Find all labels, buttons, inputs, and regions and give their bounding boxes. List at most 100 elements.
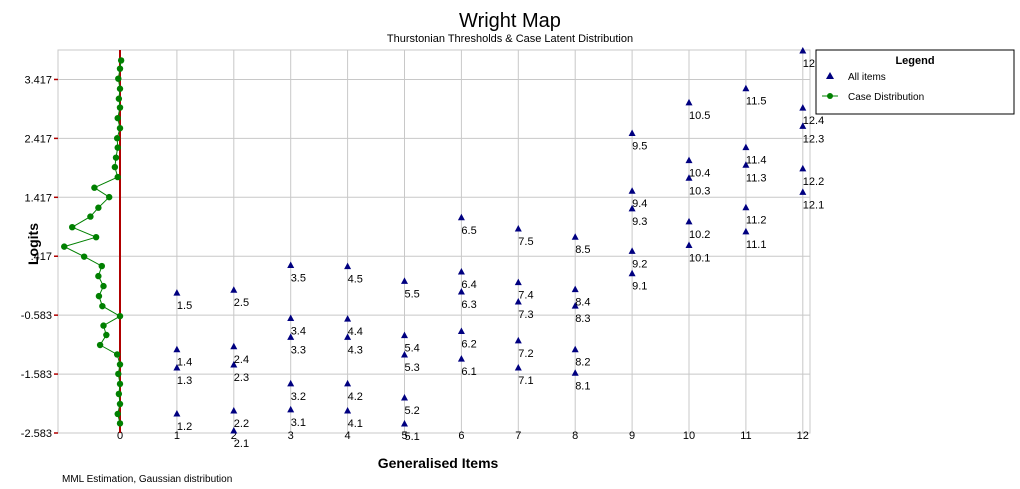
item-threshold-label: 3.1 (291, 417, 306, 429)
case-point (115, 370, 122, 378)
case-point (105, 193, 113, 201)
item-threshold-label: 7.1 (518, 375, 533, 387)
case-point (115, 75, 122, 82)
item-threshold-point (344, 333, 352, 340)
item-threshold-label: 9.3 (632, 216, 647, 228)
item-threshold-point (173, 289, 181, 296)
y-tick-label: -2.583 (21, 428, 52, 440)
x-tick-label: 6 (458, 430, 464, 442)
item-threshold-point (742, 143, 750, 151)
case-point (95, 204, 102, 211)
item-threshold-point (571, 345, 579, 353)
x-tick-label: 4 (345, 430, 351, 442)
item-threshold-label: 1.2 (177, 421, 192, 433)
item-threshold-label: 9.2 (632, 258, 647, 270)
case-point (112, 154, 120, 161)
case-point (61, 243, 68, 250)
case-point (103, 331, 110, 339)
item-threshold-point (628, 187, 636, 194)
case-point (114, 114, 121, 122)
case-point (114, 173, 121, 181)
item-threshold-label: 6.1 (461, 366, 476, 378)
x-tick-label: 5 (401, 430, 407, 442)
item-threshold-label: 4.1 (348, 418, 363, 430)
item-threshold-point (287, 261, 295, 268)
case-point (114, 410, 121, 418)
item-threshold-point (628, 204, 636, 212)
x-tick-label: 9 (629, 430, 635, 442)
item-threshold-label: 11.3 (746, 172, 767, 184)
item-threshold-point (514, 298, 522, 305)
item-threshold-label: 8.4 (575, 297, 590, 309)
item-threshold-label: 5.4 (405, 343, 420, 355)
case-point (116, 361, 124, 368)
item-threshold-point (571, 233, 579, 240)
item-threshold-point (173, 345, 181, 353)
y-tick-label: -1.583 (21, 369, 52, 381)
item-threshold-point (287, 405, 295, 413)
item-threshold-point (799, 122, 807, 129)
item-threshold-label: 12.1 (803, 199, 824, 211)
item-threshold-label: 3.4 (291, 326, 306, 338)
item-threshold-label: 10.5 (689, 110, 710, 122)
case-point (115, 95, 123, 102)
item-threshold-point (742, 203, 750, 211)
item-threshold-point (571, 369, 579, 376)
case-distribution-series (61, 57, 125, 427)
item-threshold-point (742, 227, 750, 235)
plot-area (57, 49, 811, 434)
item-threshold-label: 1.4 (177, 357, 192, 369)
item-threshold-label: 10.2 (689, 229, 710, 241)
case-point (116, 380, 124, 388)
item-threshold-point (457, 267, 465, 275)
case-point (113, 135, 121, 142)
x-tick-label: 8 (572, 430, 578, 442)
case-point (91, 184, 98, 191)
item-threshold-point (230, 427, 238, 434)
item-threshold-label: 9.5 (632, 140, 647, 152)
item-threshold-label: 2.5 (234, 297, 249, 309)
item-threshold-point (344, 407, 352, 414)
item-threshold-label: 7.4 (518, 290, 533, 302)
item-threshold-label: 8.3 (575, 313, 590, 325)
item-threshold-label: 2.3 (234, 372, 249, 384)
case-point (116, 85, 124, 92)
case-point (69, 223, 76, 231)
item-threshold-label: 4.2 (348, 391, 363, 403)
item-threshold-label: 1.3 (177, 375, 192, 387)
item-threshold-point (742, 161, 750, 168)
item-threshold-label: 4.5 (348, 274, 363, 286)
chart-title: Wright Map (459, 10, 561, 32)
x-axis-title: Generalised Items (378, 455, 499, 471)
case-point (116, 65, 124, 72)
x-tick-label: 10 (683, 430, 695, 442)
item-threshold-label: 9.4 (632, 198, 647, 210)
y-tick-label: .417 (31, 251, 52, 263)
item-threshold-point (628, 269, 636, 277)
item-threshold-label: 11.4 (746, 155, 767, 167)
case-point (116, 124, 124, 132)
item-threshold-label: 11.2 (746, 215, 767, 227)
legend-items-marker (826, 72, 834, 79)
case-point (87, 213, 94, 220)
item-threshold-point (742, 84, 750, 92)
item-threshold-point (401, 419, 408, 427)
item-threshold-label: 8.1 (575, 380, 590, 392)
item-threshold-point (685, 217, 693, 225)
item-threshold-point (457, 213, 465, 221)
case-point (95, 292, 103, 300)
y-tick-label: 3.417 (24, 74, 52, 86)
item-threshold-label: 6.4 (461, 279, 476, 291)
item-threshold-point (230, 361, 238, 368)
item-threshold-label: 2.2 (234, 418, 249, 430)
x-tick-label: 7 (515, 430, 521, 442)
footer-note: MML Estimation, Gaussian distribution (62, 474, 232, 485)
case-point (95, 272, 102, 280)
item-threshold-point (401, 394, 408, 401)
item-threshold-label: 10.4 (689, 168, 710, 180)
legend-entry-case: Case Distribution (848, 92, 924, 103)
item-threshold-label: 11.1 (746, 239, 767, 251)
legend: Legend All items Case Distribution (815, 49, 1015, 115)
case-distribution-line (62, 60, 122, 424)
